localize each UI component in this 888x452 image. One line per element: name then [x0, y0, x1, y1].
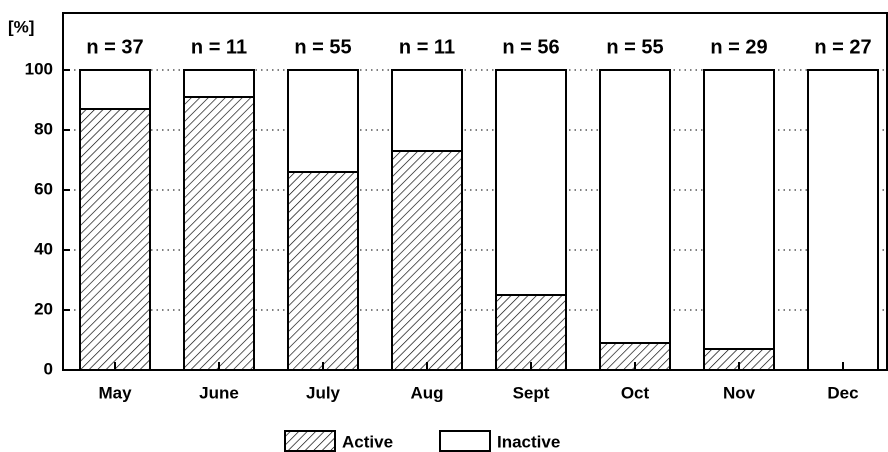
- annotation: n = 11: [191, 36, 247, 58]
- x-tick-label: Oct: [621, 383, 650, 402]
- bar-segment: [79, 69, 151, 110]
- legend-swatch: [284, 430, 336, 452]
- bar-segment: [391, 69, 463, 152]
- annotation: n = 29: [710, 36, 767, 58]
- annotation: n = 55: [294, 36, 351, 58]
- y-tick-label: 0: [44, 359, 53, 378]
- y-tick-label: 100: [25, 59, 53, 78]
- x-tick-label: July: [306, 383, 341, 402]
- annotation: n = 11: [399, 36, 455, 58]
- x-tick-label: Dec: [827, 383, 858, 402]
- bar-segment: [287, 171, 359, 371]
- y-tick-label: 40: [34, 239, 53, 258]
- x-tick-label: Sept: [513, 383, 550, 402]
- bar-segment: [703, 69, 775, 350]
- bar-segment: [79, 108, 151, 371]
- y-tick-label: 60: [34, 179, 53, 198]
- x-tick-label: Aug: [410, 383, 443, 402]
- annotation: n = 56: [502, 36, 559, 58]
- bar-segment: [183, 96, 255, 371]
- bar-segment: [391, 150, 463, 371]
- legend-label: Inactive: [497, 432, 560, 451]
- legend-swatch: [439, 430, 491, 452]
- x-tick-label: Nov: [723, 383, 756, 402]
- bar-segment: [183, 69, 255, 98]
- annotation: n = 55: [606, 36, 663, 58]
- x-tick-label: May: [98, 383, 132, 402]
- y-axis-label: [%]: [8, 17, 34, 36]
- bar-segment: [495, 294, 567, 371]
- bar-segment: [495, 69, 567, 296]
- x-tick-label: June: [199, 383, 239, 402]
- bar-segment: [807, 69, 879, 371]
- bar-segment: [287, 69, 359, 173]
- legend-label: Active: [342, 432, 393, 451]
- y-tick-label: 20: [34, 299, 53, 318]
- bar-segment: [599, 69, 671, 344]
- y-tick-label: 80: [34, 119, 53, 138]
- annotation: n = 27: [814, 36, 871, 58]
- annotation: n = 37: [86, 36, 143, 58]
